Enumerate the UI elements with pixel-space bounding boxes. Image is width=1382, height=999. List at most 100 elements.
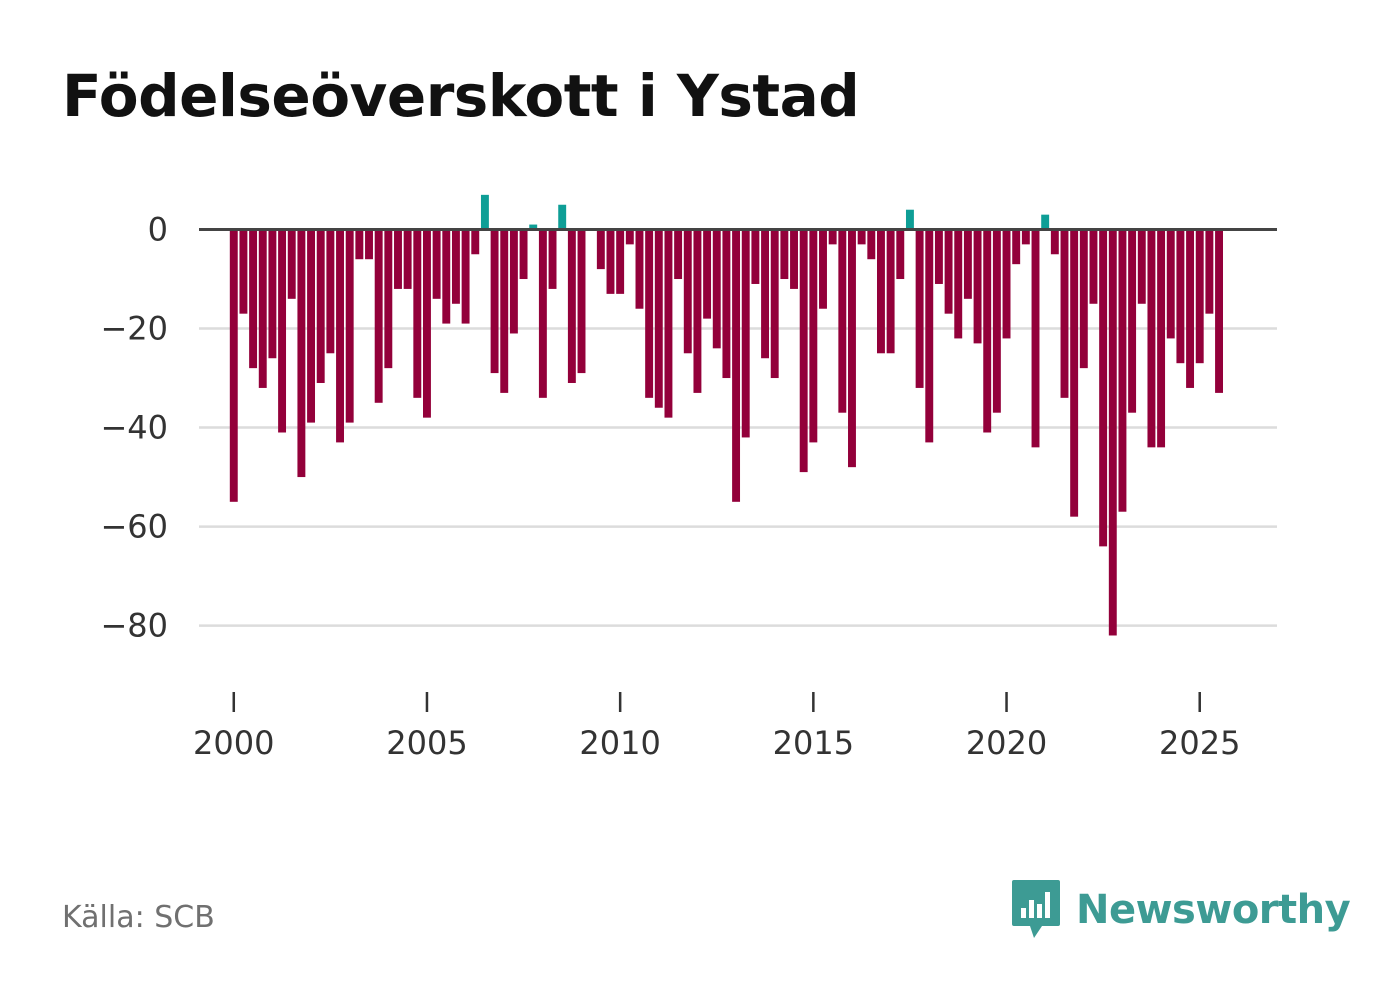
bar <box>490 229 499 374</box>
bar <box>548 229 557 289</box>
brand-name: Newsworthy <box>1076 887 1351 933</box>
bar <box>751 229 760 284</box>
bar <box>365 229 373 260</box>
bar <box>722 229 731 379</box>
bar <box>925 229 934 443</box>
bar <box>403 229 412 289</box>
bar <box>307 229 316 423</box>
bar <box>780 229 789 280</box>
bar <box>529 224 538 230</box>
y-tick-label: −60 <box>100 508 168 546</box>
bars <box>229 194 1223 636</box>
bar <box>278 229 287 433</box>
bar <box>693 229 702 393</box>
bar <box>761 229 770 359</box>
bar <box>1147 229 1156 448</box>
source-note: Källa: SCB <box>62 900 215 935</box>
bar <box>374 229 383 403</box>
bar <box>577 229 586 374</box>
bar <box>1215 229 1223 393</box>
bar <box>645 229 654 398</box>
bar <box>239 229 248 314</box>
bar <box>905 209 914 230</box>
y-tick-label: −40 <box>100 409 168 447</box>
bar <box>1137 229 1146 304</box>
bar <box>394 229 402 289</box>
bar <box>413 229 422 398</box>
bar <box>1050 229 1059 255</box>
bar <box>423 229 431 418</box>
bar <box>625 229 634 245</box>
x-tick-label: 2010 <box>579 724 660 762</box>
bar <box>500 229 509 393</box>
bar <box>790 229 798 289</box>
bar <box>886 229 895 354</box>
bar <box>954 229 963 339</box>
x-tick-label: 2005 <box>386 724 467 762</box>
bar <box>741 229 750 438</box>
bar <box>1166 229 1175 339</box>
bar <box>1079 229 1088 369</box>
bar <box>384 229 393 369</box>
bar <box>992 229 1001 413</box>
bar <box>1118 229 1127 512</box>
x-tick-label: 2020 <box>966 724 1047 762</box>
bar <box>819 229 827 309</box>
bar <box>934 229 943 284</box>
bar <box>451 229 460 304</box>
y-tick-label: 0 <box>148 211 168 249</box>
bar <box>326 229 335 354</box>
bar <box>471 229 480 255</box>
x-tick-label: 2000 <box>193 724 274 762</box>
bar <box>1041 214 1050 230</box>
bar <box>654 229 663 408</box>
bar-chart: 0 −20 −40 −60 −80 2000 2005 2010 2015 2020 2025 <box>100 194 1277 762</box>
bar <box>683 229 692 354</box>
x-tick-label: 2025 <box>1159 724 1240 762</box>
bar <box>857 229 866 245</box>
bar <box>509 229 518 334</box>
bar <box>828 229 837 245</box>
bar <box>558 204 567 230</box>
bar <box>1012 229 1021 265</box>
bar <box>799 229 808 473</box>
bar <box>1186 229 1195 388</box>
bar <box>963 229 972 299</box>
y-tick-label: −80 <box>100 607 168 645</box>
bar <box>297 229 306 478</box>
bar <box>1031 229 1040 448</box>
bar <box>1205 229 1214 314</box>
bar <box>519 229 528 280</box>
y-tick-label: −20 <box>100 310 168 348</box>
bar <box>268 229 277 359</box>
bar <box>336 229 344 443</box>
bar <box>635 229 644 309</box>
bar <box>1060 229 1069 398</box>
bar <box>1002 229 1011 339</box>
bar <box>712 229 721 349</box>
bar <box>480 194 489 230</box>
chart-title: Födelseöverskott i Ystad <box>62 62 860 130</box>
bar <box>606 229 615 294</box>
bar <box>838 229 847 413</box>
brand-logo[interactable]: Newsworthy <box>1010 878 1351 942</box>
bar <box>877 229 885 354</box>
bar <box>809 229 818 443</box>
bar <box>287 229 296 299</box>
bar <box>1070 229 1079 517</box>
bar <box>703 229 712 319</box>
bar <box>432 229 441 299</box>
bar <box>461 229 470 324</box>
bar <box>867 229 876 260</box>
bar <box>1128 229 1137 413</box>
bar <box>1157 229 1166 448</box>
bar <box>345 229 354 423</box>
bar <box>1089 229 1098 304</box>
bar <box>355 229 364 260</box>
bar <box>896 229 905 280</box>
bar <box>442 229 451 324</box>
x-tick-label: 2015 <box>773 724 854 762</box>
bar <box>596 229 605 270</box>
bar <box>944 229 953 314</box>
bar <box>973 229 982 344</box>
